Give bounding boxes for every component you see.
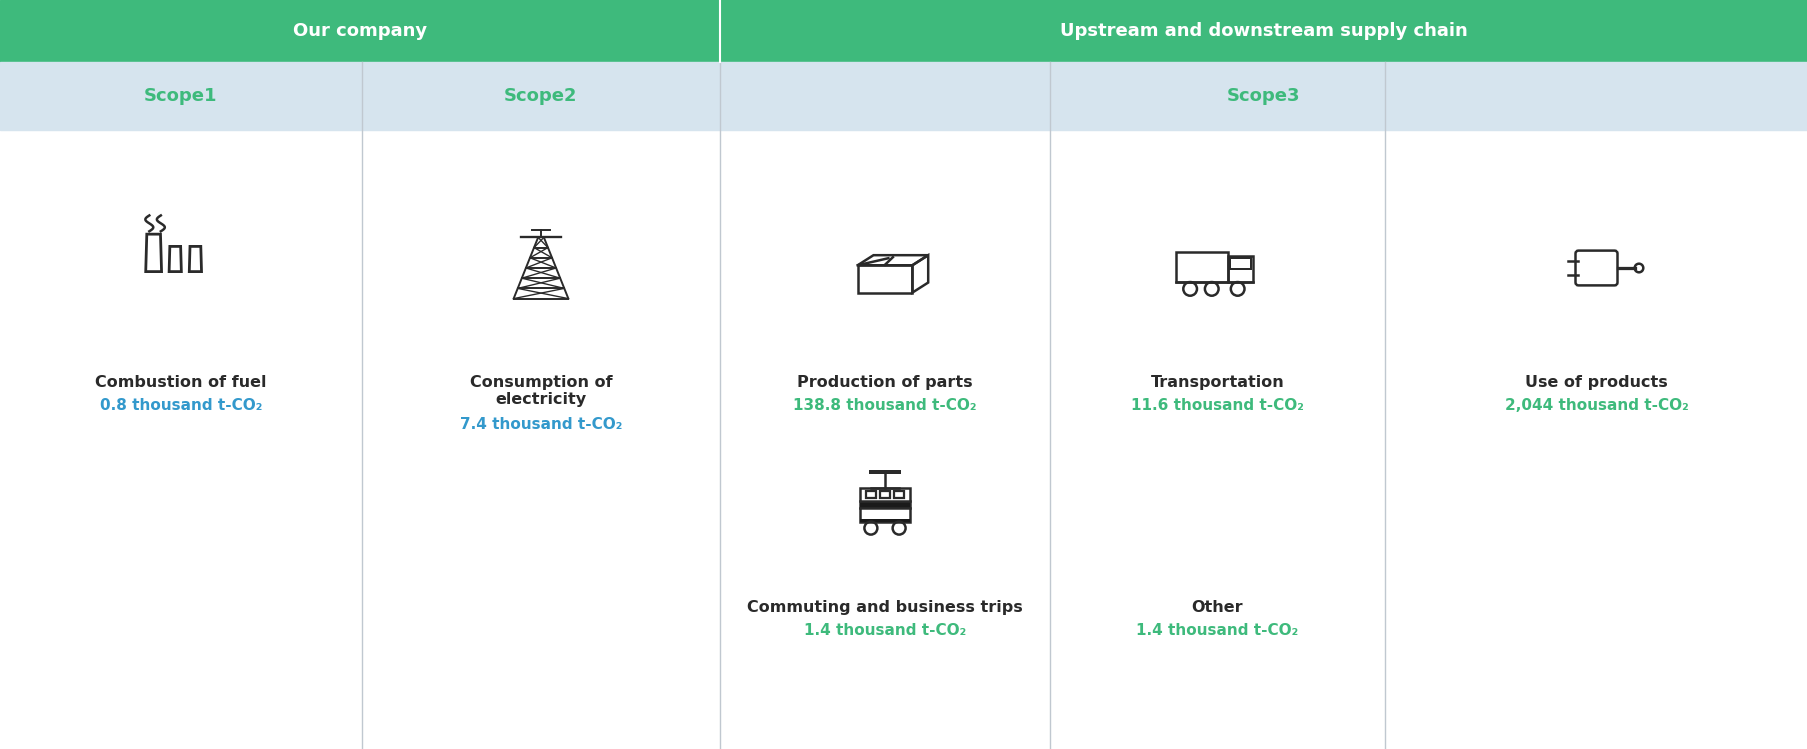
Text: Our company: Our company	[293, 22, 426, 40]
Text: Scope1: Scope1	[145, 87, 217, 105]
Bar	[860, 501, 909, 508]
Text: 11.6 thousand t-CO₂: 11.6 thousand t-CO₂	[1131, 398, 1303, 413]
Text: Commuting and business trips: Commuting and business trips	[746, 600, 1023, 615]
Text: Production of parts: Production of parts	[797, 375, 972, 390]
Text: 2,044 thousand t-CO₂: 2,044 thousand t-CO₂	[1503, 398, 1688, 413]
Bar	[719, 0, 1807, 62]
Text: Other: Other	[1191, 600, 1243, 615]
Bar	[880, 491, 889, 498]
Text: Consumption of
electricity: Consumption of electricity	[470, 375, 613, 407]
Bar	[893, 491, 904, 498]
Bar	[1229, 258, 1250, 269]
Text: 138.8 thousand t-CO₂: 138.8 thousand t-CO₂	[793, 398, 976, 413]
Text: 1.4 thousand t-CO₂: 1.4 thousand t-CO₂	[804, 623, 965, 638]
Bar	[0, 130, 1807, 749]
Text: Combustion of fuel: Combustion of fuel	[96, 375, 267, 390]
Text: Transportation: Transportation	[1149, 375, 1283, 390]
Text: Scope2: Scope2	[504, 87, 578, 105]
Text: Scope3: Scope3	[1227, 87, 1299, 105]
Bar	[869, 470, 900, 474]
Bar	[0, 62, 1807, 130]
Bar	[860, 519, 909, 522]
Text: 1.4 thousand t-CO₂: 1.4 thousand t-CO₂	[1137, 623, 1297, 638]
Text: 7.4 thousand t-CO₂: 7.4 thousand t-CO₂	[459, 417, 622, 432]
Text: Use of products: Use of products	[1525, 375, 1666, 390]
Bar	[0, 0, 719, 62]
Text: Upstream and downstream supply chain: Upstream and downstream supply chain	[1059, 22, 1467, 40]
Bar	[1227, 256, 1252, 282]
Bar	[860, 488, 909, 522]
Bar	[866, 491, 876, 498]
Text: 0.8 thousand t-CO₂: 0.8 thousand t-CO₂	[99, 398, 262, 413]
Bar	[1175, 252, 1227, 282]
